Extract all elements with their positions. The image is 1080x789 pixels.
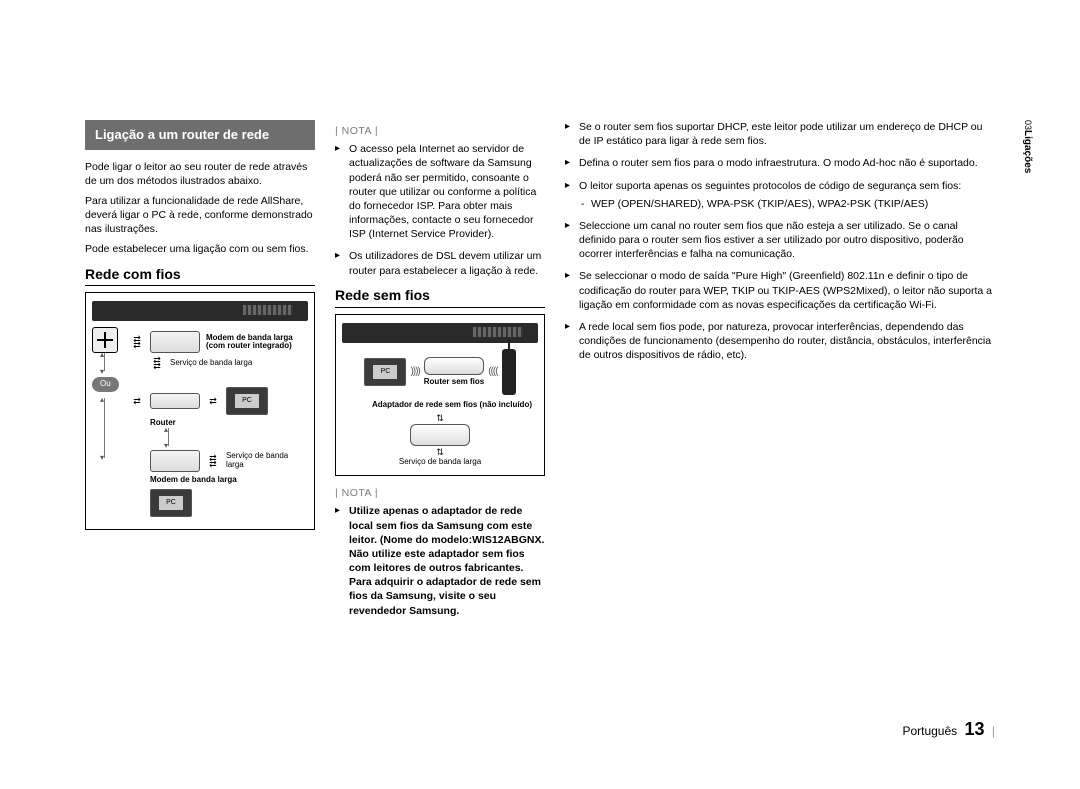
wifi-waves-icon: )))) [410, 365, 419, 379]
note-item: O leitor suporta apenas os seguintes pro… [565, 179, 995, 211]
label-router: Router [150, 419, 308, 428]
label-service-1: Serviço de banda larga [170, 359, 252, 368]
label-wireless-router: Router sem fios [424, 378, 484, 387]
modem-router-icon [150, 331, 200, 353]
footer-page-number: 13 [965, 719, 985, 739]
router-icon [150, 393, 200, 409]
bold-text: Não utilize este adaptador sem fios com … [349, 548, 525, 574]
label-adapter: Adaptador de rede sem fios (não incluído… [342, 401, 532, 410]
label-modem: Modem de banda larga [150, 476, 308, 485]
footer-language: Português [902, 724, 957, 738]
arrow-icon: ⇄ [130, 398, 144, 404]
page-content: Ligação a um router de rede Pode ligar o… [0, 0, 1080, 666]
intro-para-2: Para utilizar a funcionalidade de rede A… [85, 194, 315, 237]
chapter-number: 03 [1022, 120, 1034, 130]
bold-text: Utilize apenas o adaptador de rede local… [349, 505, 544, 545]
arrow-icon: ⇅ [433, 415, 447, 421]
column-1: Ligação a um router de rede Pode ligar o… [85, 120, 315, 626]
pc-icon [226, 387, 268, 415]
diagram-wired: Ou ⇄⇄ Modem de banda larga (com router i… [85, 292, 315, 530]
note-item: Se o router sem fios suportar DHCP, este… [565, 120, 995, 148]
player-device-icon [92, 301, 308, 321]
column-2: NOTA O acesso pela Internet ao servidor … [335, 120, 545, 626]
pc-icon [364, 358, 406, 386]
arrow-icon: ⇄⇄ [150, 357, 164, 369]
section-banner: Ligação a um router de rede [85, 120, 315, 150]
wifi-adapter-icon [502, 349, 516, 395]
page-footer: Português 13 | [902, 717, 995, 741]
wireless-router-icon [424, 357, 484, 375]
modem-icon [150, 450, 200, 472]
note-item: Defina o router sem fios para o modo inf… [565, 156, 995, 170]
column-3: Se o router sem fios suportar DHCP, este… [565, 120, 995, 626]
heading-wireless: Rede sem fios [335, 286, 545, 308]
label-service-2: Serviço de banda larga [226, 452, 308, 470]
arrow-icon: ⇅ [433, 449, 447, 455]
note-item: Os utilizadores de DSL devem utilizar um… [335, 249, 545, 277]
note-item: O acesso pela Internet ao servidor de ac… [335, 142, 545, 241]
intro-para-3: Pode estabelecer uma ligação com ou sem … [85, 242, 315, 256]
heading-wired: Rede com fios [85, 265, 315, 287]
diagram-wireless: )))) Router sem fios (((( Adaptador de r… [335, 314, 545, 477]
modem-icon [410, 424, 470, 446]
pc-icon [150, 489, 192, 517]
intro-para-1: Pode ligar o leitor ao seu router de red… [85, 160, 315, 188]
label-service-3: Serviço de banda larga [399, 458, 481, 467]
lan-jack-icon [92, 327, 118, 353]
note-text: O leitor suporta apenas os seguintes pro… [579, 180, 961, 192]
note-item-bold: Utilize apenas o adaptador de rede local… [335, 504, 545, 617]
note-item: Se seleccionar o modo de saída "Pure Hig… [565, 269, 995, 312]
bold-text: Para adquirir o adaptador de rede sem fi… [349, 576, 541, 616]
note-item: A rede local sem fios pode, por natureza… [565, 320, 995, 363]
chapter-tab: Ligações [1021, 130, 1035, 173]
wifi-waves-icon: (((( [488, 365, 497, 379]
note-label-1: NOTA [335, 124, 545, 138]
note-subitem: WEP (OPEN/SHARED), WPA-PSK (TKIP/AES), W… [579, 197, 995, 211]
note-item: Seleccione um canal no router sem fios q… [565, 219, 995, 262]
footer-divider: | [992, 724, 995, 738]
label-modem-integrated: Modem de banda larga (com router integra… [206, 334, 308, 352]
arrow-icon: ⇄⇄ [130, 336, 144, 348]
arrow-icon: ⇄⇄ [206, 455, 220, 467]
note-label-2: NOTA [335, 486, 545, 500]
arrow-icon: ⇄ [206, 398, 220, 404]
or-badge: Ou [92, 377, 119, 392]
